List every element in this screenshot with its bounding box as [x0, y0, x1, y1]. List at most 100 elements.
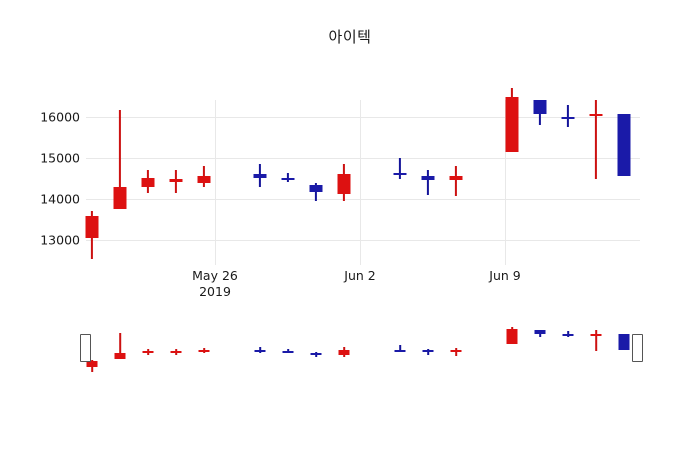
candle-body	[421, 175, 435, 181]
y-axis-tick-label: 14000	[40, 191, 80, 207]
candle-body	[141, 178, 155, 187]
candle-body	[618, 333, 630, 351]
candlestick-down[interactable]	[393, 100, 407, 265]
gridline-horizontal	[86, 240, 640, 242]
candle-body	[310, 352, 322, 355]
candle-body	[617, 114, 631, 176]
candlestick-down[interactable]	[421, 100, 435, 265]
candle-wick	[426, 170, 430, 195]
candlestick-down[interactable]	[309, 100, 323, 265]
candle-body	[505, 96, 519, 152]
candle-body	[85, 215, 99, 239]
x-axis-tick-label: Jun 2	[344, 268, 375, 284]
candlestick-down[interactable]	[534, 326, 546, 370]
main-candlestick-plot[interactable]	[85, 87, 640, 265]
y-axis-tick-label: 16000	[40, 109, 80, 124]
candlestick-up[interactable]	[590, 326, 602, 370]
x-axis-tick-label: Jun 9	[489, 268, 520, 284]
x-axis-tick-label: May 26 2019	[192, 268, 238, 300]
gridline-horizontal	[86, 157, 640, 159]
page-title: 아이텍	[328, 28, 372, 46]
candlestick-up[interactable]	[506, 326, 518, 370]
candlestick-up[interactable]	[449, 100, 463, 265]
candle-body	[506, 329, 518, 344]
candle-body	[281, 177, 295, 181]
candle-wick	[118, 110, 122, 210]
candlestick-down[interactable]	[282, 326, 294, 370]
candlestick-up[interactable]	[86, 326, 98, 373]
candle-body	[422, 350, 434, 353]
candle-body	[253, 174, 267, 179]
candlestick-up[interactable]	[113, 100, 127, 265]
candle-wick	[119, 332, 121, 360]
candlestick-up[interactable]	[505, 87, 519, 265]
candle-body	[142, 350, 154, 354]
range-start-handle[interactable]	[80, 334, 91, 362]
candlestick-up[interactable]	[169, 100, 183, 265]
candlestick-down[interactable]	[394, 326, 406, 370]
candlestick-up[interactable]	[337, 100, 351, 265]
y-axis: 13000 14000 15000 16000	[0, 100, 84, 265]
x-axis-tick-main: May 26	[192, 268, 238, 283]
candle-body	[337, 174, 351, 195]
candlestick-up[interactable]	[197, 100, 211, 265]
candle-body	[590, 333, 602, 336]
candle-body	[533, 100, 547, 115]
candle-body	[254, 349, 266, 352]
x-axis-tick-sub: 2019	[199, 284, 231, 299]
candlestick-up[interactable]	[170, 326, 182, 370]
candlestick-up[interactable]	[141, 100, 155, 265]
candlestick-down[interactable]	[310, 326, 322, 370]
candle-body	[338, 349, 350, 356]
candle-wick	[398, 157, 402, 180]
candlestick-down[interactable]	[617, 100, 631, 265]
range-end-handle[interactable]	[632, 334, 643, 362]
candle-wick	[567, 331, 569, 338]
candle-body	[114, 353, 126, 360]
candle-wick	[314, 182, 318, 202]
candle-body	[113, 186, 127, 210]
candlestick-down[interactable]	[533, 100, 547, 265]
candle-body	[534, 330, 546, 334]
y-axis-tick-label: 15000	[40, 150, 80, 166]
x-axis: May 26 2019 Jun 2 Jun 9	[86, 268, 640, 308]
x-axis-tick-main: Jun 2	[344, 268, 376, 283]
candlestick-down[interactable]	[281, 100, 295, 265]
candlestick-up[interactable]	[589, 100, 603, 265]
candle-body	[86, 360, 98, 367]
candle-wick	[594, 100, 598, 180]
candlestick-down[interactable]	[561, 100, 575, 265]
candle-body	[309, 184, 323, 192]
candle-body	[562, 334, 574, 337]
candlestick-up[interactable]	[338, 326, 350, 370]
candlestick-up[interactable]	[85, 100, 99, 265]
candle-body	[170, 351, 182, 354]
candle-body	[589, 114, 603, 117]
candlestick-up[interactable]	[198, 326, 210, 370]
range-selector-plot[interactable]	[80, 326, 643, 373]
x-axis-tick-main: Jun 9	[489, 268, 521, 283]
candlestick-up[interactable]	[114, 326, 126, 370]
candle-body	[393, 173, 407, 176]
candlestick-down[interactable]	[254, 326, 266, 370]
candlestick-down[interactable]	[618, 326, 630, 370]
candle-wick	[566, 104, 570, 127]
candle-body	[449, 175, 463, 181]
candle-body	[394, 349, 406, 352]
candle-body	[561, 116, 575, 119]
candle-wick	[286, 172, 290, 183]
candlestick-down[interactable]	[253, 100, 267, 265]
gridline-vertical	[505, 100, 506, 265]
candlestick-up[interactable]	[450, 326, 462, 370]
candle-body	[198, 350, 210, 353]
candlestick-up[interactable]	[142, 326, 154, 370]
gridline-horizontal	[86, 199, 640, 200]
gridline-horizontal	[86, 116, 640, 118]
candle-body	[197, 175, 211, 184]
gridline-vertical	[215, 100, 216, 265]
candle-body	[450, 350, 462, 353]
candlestick-down[interactable]	[562, 326, 574, 370]
candle-body	[282, 350, 294, 353]
candlestick-down[interactable]	[422, 326, 434, 370]
